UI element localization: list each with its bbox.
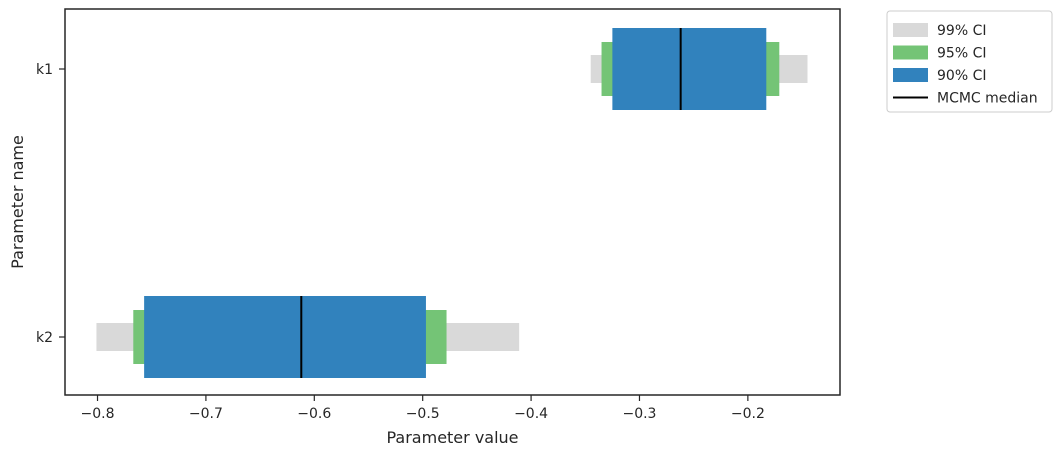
legend-label: 95% CI: [937, 46, 986, 62]
x-tick-label: −0.2: [731, 406, 765, 422]
legend-swatch: [893, 68, 928, 82]
k1-ci90-bar: [612, 28, 767, 110]
x-tick-label: −0.3: [622, 406, 656, 422]
legend-label: 99% CI: [937, 23, 986, 39]
x-tick-label: −0.5: [406, 406, 440, 422]
legend-swatch: [893, 23, 928, 37]
y-axis-label: Parameter name: [8, 135, 27, 269]
y-ticks-layer: k1 k2: [36, 62, 65, 346]
k2-ci90-bar: [144, 296, 426, 378]
y-tick-label: k2: [36, 330, 53, 346]
plot-frame: [64, 8, 841, 396]
x-ticks-layer: −0.8 −0.7 −0.6 −0.5 −0.4 −0.3 −0.2: [81, 395, 765, 422]
bars-layer: [96, 28, 808, 378]
y-tick-label: k1: [36, 62, 53, 78]
legend-swatch: [893, 45, 928, 60]
legend: 99% CI 95% CI 90% CI MCMC median: [886, 10, 1053, 113]
legend-box: [886, 10, 1053, 113]
legend-label: MCMC median: [937, 91, 1038, 107]
x-tick-label: −0.7: [189, 406, 223, 422]
x-tick-label: −0.4: [514, 406, 548, 422]
legend-label: 90% CI: [937, 68, 986, 84]
x-axis-label: Parameter value: [386, 428, 518, 447]
x-tick-label: −0.6: [297, 406, 331, 422]
x-tick-label: −0.8: [81, 406, 115, 422]
